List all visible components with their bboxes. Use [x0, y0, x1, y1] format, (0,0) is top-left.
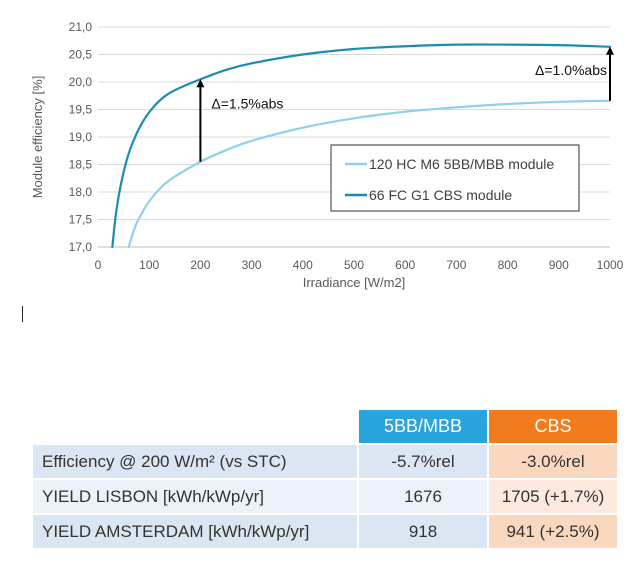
header-blank	[33, 410, 357, 443]
table-row: Efficiency @ 200 W/m² (vs STC) -5.7%rel …	[33, 445, 617, 478]
x-tick-label: 700	[446, 258, 466, 272]
cell-mbb: -5.7%rel	[359, 445, 487, 478]
y-tick-label: 20,5	[69, 48, 93, 62]
row-label: YIELD AMSTERDAM [kWh/kWp/yr]	[33, 515, 357, 548]
comparison-table-container: 5BB/MBB CBS Efficiency @ 200 W/m² (vs ST…	[31, 408, 619, 550]
legend: 120 HC M6 5BB/MBB module 66 FC G1 CBS mod…	[330, 144, 580, 212]
x-tick-label: 800	[498, 258, 518, 272]
annotations: Δ=1.5%abs Δ=1.0%abs	[196, 46, 614, 162]
cell-mbb: 1676	[359, 480, 487, 513]
legend-entry-1: 120 HC M6 5BB/MBB module	[369, 156, 554, 172]
series-lines	[111, 43, 612, 249]
axes: 17,0 17,5 18,0 18,5 19,0 19,5 20,0 20,5 21,0 0 100…	[30, 20, 624, 290]
y-tick-label: 19,5	[69, 103, 93, 117]
y-tick-label: 17,0	[69, 240, 93, 254]
x-tick-label: 300	[242, 258, 262, 272]
table-row: YIELD AMSTERDAM [kWh/kWp/yr] 918 941 (+2…	[33, 515, 617, 548]
legend-box	[330, 144, 580, 212]
y-tick-label: 18,0	[69, 185, 93, 199]
header-cbs: CBS	[489, 410, 617, 443]
header-5bb-mbb: 5BB/MBB	[359, 410, 487, 443]
x-tick-label: 1000	[597, 258, 624, 272]
cell-mbb: 918	[359, 515, 487, 548]
x-tick-label: 200	[190, 258, 210, 272]
delta-arrowhead-1	[196, 79, 205, 88]
x-tick-label: 500	[344, 258, 364, 272]
x-tick-label: 900	[549, 258, 569, 272]
x-axis-title: Irradiance [W/m2]	[303, 275, 406, 290]
efficiency-chart: 17,0 17,5 18,0 18,5 19,0 19,5 20,0 20,5 21,0 0 100…	[30, 20, 624, 290]
x-tick-label: 100	[139, 258, 159, 272]
delta-arrowhead-2	[606, 46, 614, 55]
grid-lines	[98, 26, 610, 248]
x-tick-label: 400	[293, 258, 313, 272]
cell-cbs: -3.0%rel	[489, 445, 617, 478]
x-tick-label: 0	[95, 258, 102, 272]
text-cursor	[22, 306, 23, 322]
y-axis-title: Module efficiency [%]	[30, 76, 45, 199]
y-tick-label: 18,5	[69, 158, 93, 172]
y-tick-label: 20,0	[69, 75, 93, 89]
row-label: Efficiency @ 200 W/m² (vs STC)	[33, 445, 357, 478]
series-line-2	[111, 43, 612, 249]
y-tick-label: 17,5	[69, 213, 93, 227]
cell-cbs: 941 (+2.5%)	[489, 515, 617, 548]
table-row: YIELD LISBON [kWh/kWp/yr] 1676 1705 (+1.…	[33, 480, 617, 513]
legend-entry-2: 66 FC G1 CBS module	[369, 187, 512, 203]
series-line-1	[127, 99, 612, 249]
y-tick-label: 19,0	[69, 130, 93, 144]
delta-label-1: Δ=1.5%abs	[211, 96, 283, 112]
delta-label-2: Δ=1.0%abs	[535, 62, 607, 78]
cell-cbs: 1705 (+1.7%)	[489, 480, 617, 513]
row-label: YIELD LISBON [kWh/kWp/yr]	[33, 480, 357, 513]
table-header-row: 5BB/MBB CBS	[33, 410, 617, 443]
comparison-table: 5BB/MBB CBS Efficiency @ 200 W/m² (vs ST…	[31, 408, 619, 550]
x-tick-label: 600	[395, 258, 415, 272]
y-tick-label: 21,0	[69, 20, 93, 34]
